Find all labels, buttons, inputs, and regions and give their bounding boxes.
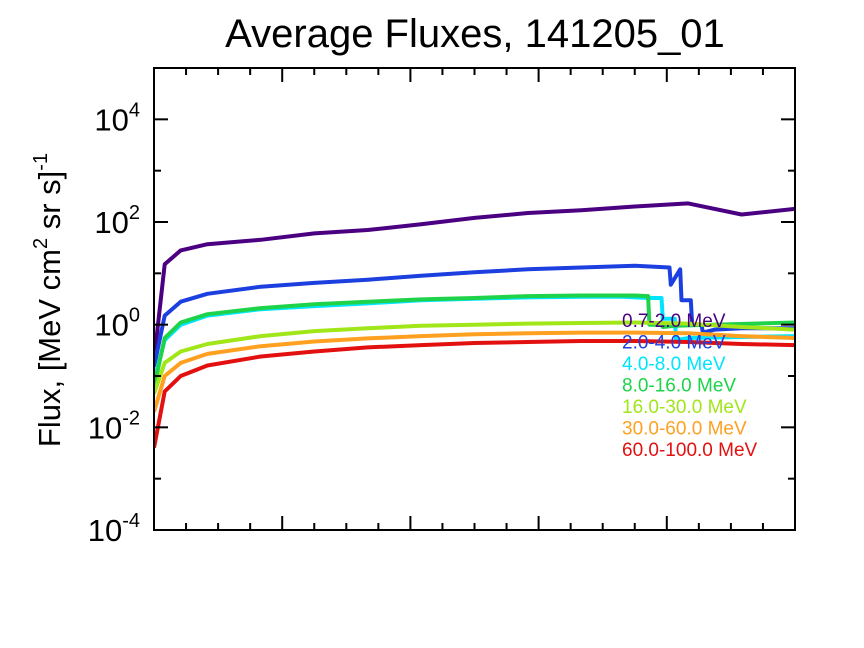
y-tick-exponent: 4 (129, 99, 140, 121)
legend-entry-4: 8.0-16.0 MeV (622, 376, 736, 397)
y-tick-label: 10-4 (88, 510, 140, 548)
series-line-2 (154, 263, 795, 368)
y-tick-exponent: 2 (129, 202, 140, 224)
legend-entry-3: 4.0-8.0 MeV (622, 354, 726, 375)
chart-title: Average Fluxes, 141205_01 (225, 12, 725, 56)
y-tick-base: 10 (94, 205, 128, 240)
y-tick-exponent: -2 (122, 407, 140, 429)
series-line-1 (154, 201, 795, 361)
legend-entry-1: 0.7-2.0 MeV (622, 311, 726, 332)
legend-entry-5: 16.0-30.0 MeV (622, 397, 747, 418)
y-tick-base: 10 (94, 102, 128, 137)
y-tick-label: 102 (94, 202, 140, 240)
y-tick-base: 10 (88, 410, 122, 445)
legend-entry-2: 2.0-4.0 MeV (622, 333, 726, 354)
series-line-5 (154, 320, 795, 395)
legend-entry-7: 60.0-100.0 MeV (622, 440, 758, 461)
y-axis-label-text: Flux, [MeV cm2 sr s]-1 (30, 153, 67, 447)
y-tick-base: 10 (88, 513, 122, 548)
y-tick-label: 10-2 (88, 407, 140, 445)
y-axis-label: Flux, [MeV cm2 sr s]-1 (30, 153, 67, 447)
y-tick-label: 100 (94, 305, 140, 343)
series-line-4 (154, 293, 795, 388)
y-tick-base: 10 (94, 308, 128, 343)
y-tick-exponent: 0 (129, 305, 140, 327)
series-line-7 (154, 339, 795, 449)
legend-entry-6: 30.0-60.0 MeV (622, 419, 747, 440)
series-layer (154, 201, 795, 449)
y-tick-exponent: -4 (122, 510, 140, 532)
series-line-6 (154, 330, 795, 413)
y-tick-label: 104 (94, 99, 140, 137)
